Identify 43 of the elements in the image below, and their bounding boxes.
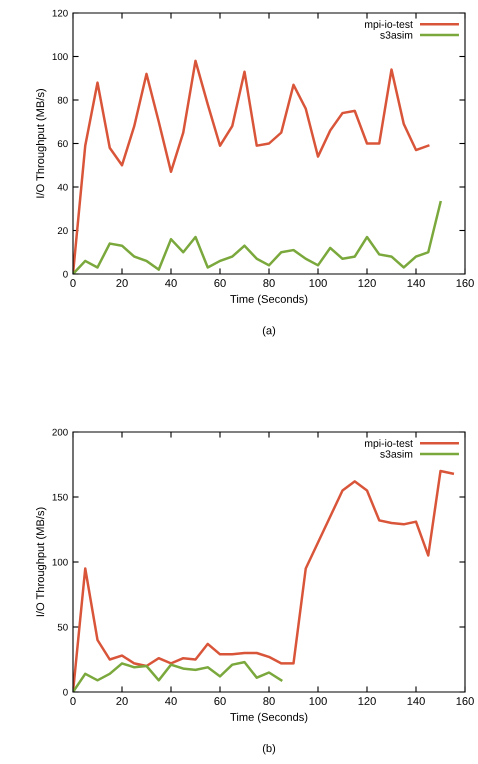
y-tick-label: 80 [58,96,68,104]
line-series [73,660,282,692]
x-tick-label: 40 [165,697,177,706]
y-tick-label: 60 [58,140,68,148]
line-series [73,200,442,274]
y-tick-label: 100 [52,53,68,60]
legend-label: mpi-io-test [364,20,413,30]
y-tick-label: 150 [52,494,68,501]
y-tick-label: 120 [52,10,68,17]
y-axis-title: I/O Throughput (MB/s) [36,508,46,616]
legend-label: s3asim [380,450,412,458]
y-tick-label: 200 [52,428,68,436]
y-axis-title: I/O Throughput (MB/s) [36,89,46,198]
x-tick-label: 60 [214,279,226,288]
x-tick-label: 100 [310,697,327,706]
y-tick-label: 100 [52,558,68,566]
y-tick-label: 50 [58,624,68,631]
text: (b) [262,744,276,754]
legend-label: mpi-io-test [364,439,413,449]
y-tick-label: 0 [63,688,68,696]
x-tick-label: 100 [310,279,327,288]
y-tick-label: 0 [63,270,68,278]
x-tick-label: 20 [116,279,128,288]
x-tick-label: 20 [116,697,128,706]
x-tick-label: 120 [358,279,376,288]
x-tick-label: 60 [214,697,226,706]
x-tick-label: 140 [408,697,425,706]
y-tick-label: 40 [58,184,68,191]
x-axis-title: Time (Seconds) [230,712,308,724]
x-tick-label: 120 [358,697,376,706]
x-axis-title: Time (Seconds) [230,294,308,306]
x-tick-label: 140 [408,279,425,288]
line-series [73,60,430,274]
x-tick-label: 80 [263,279,275,288]
x-tick-label: 160 [456,697,474,706]
y-tick-label: 20 [58,227,68,234]
x-tick-label: 80 [263,697,275,706]
x-tick-label: 40 [165,279,177,288]
legend-label: s3asim [380,31,412,39]
x-tick-label: 0 [70,697,76,706]
text: (a) [262,326,276,337]
x-tick-label: 160 [456,279,474,288]
x-tick-label: 0 [70,279,76,288]
